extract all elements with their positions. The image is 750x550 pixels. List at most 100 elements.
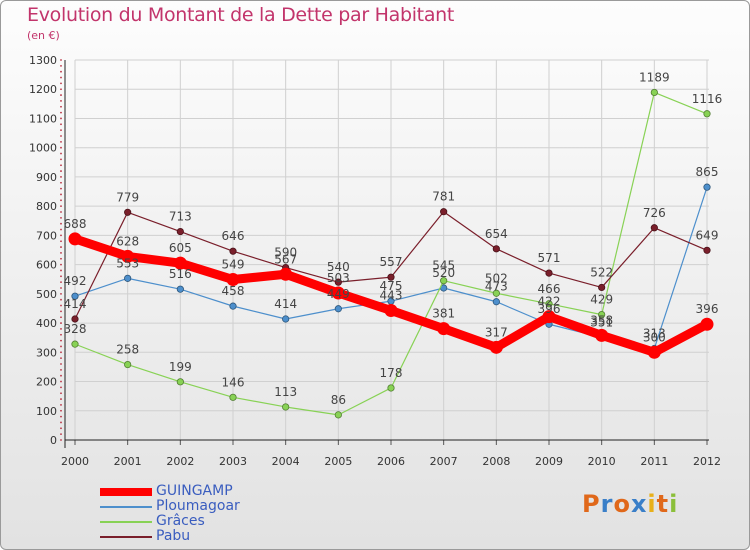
y-minor-tick xyxy=(60,433,62,436)
y-minor-tick xyxy=(60,363,62,365)
data-label-ploumagoar: 492 xyxy=(64,274,87,288)
y-tick-label: 0 xyxy=(50,434,57,447)
y-minor-tick xyxy=(60,263,62,266)
x-tick-label: 2008 xyxy=(482,455,510,468)
legend-item-ploumagoar: Ploumagoar xyxy=(100,498,340,514)
data-point-guingamp xyxy=(121,249,135,263)
y-minor-tick xyxy=(60,205,62,208)
data-label-guingamp: 317 xyxy=(485,325,508,339)
y-minor-tick xyxy=(60,409,62,412)
data-label-ploumagoar: 458 xyxy=(222,284,245,298)
data-point-guingamp xyxy=(173,256,187,270)
y-minor-tick xyxy=(60,70,62,73)
data-label-ploumagoar: 449 xyxy=(327,287,350,301)
y-minor-tick xyxy=(60,380,62,383)
data-point-guingamp xyxy=(279,267,293,281)
x-tick-label: 2000 xyxy=(61,455,89,468)
y-minor-tick xyxy=(60,257,62,260)
y-minor-tick xyxy=(60,298,62,301)
data-point-ploumagoar xyxy=(124,274,132,282)
data-point-ploumagoar xyxy=(229,302,237,310)
data-label-graces: 113 xyxy=(274,385,297,399)
y-minor-tick xyxy=(60,176,62,178)
logo-letter: P xyxy=(582,490,601,518)
y-minor-tick xyxy=(60,135,62,137)
y-minor-tick xyxy=(60,211,62,213)
data-label-graces: 146 xyxy=(222,375,245,389)
y-minor-tick xyxy=(60,59,62,61)
legend-swatch xyxy=(100,536,152,538)
y-minor-tick xyxy=(60,322,62,324)
data-label-ploumagoar: 516 xyxy=(169,267,192,281)
y-minor-tick xyxy=(60,316,62,319)
y-tick-label: 800 xyxy=(36,200,57,213)
legend-label: Ploumagoar xyxy=(156,498,240,514)
data-label-guingamp: 358 xyxy=(590,313,613,327)
data-label-graces: 86 xyxy=(331,393,346,407)
y-minor-tick xyxy=(60,398,62,400)
legend-item-guingamp: GUINGAMP xyxy=(100,483,340,499)
data-point-pabu xyxy=(71,315,79,323)
data-label-guingamp: 688 xyxy=(64,217,87,231)
data-label-pabu: 571 xyxy=(538,251,561,265)
legend-label: Grâces xyxy=(156,513,205,529)
data-label-graces: 258 xyxy=(116,343,139,357)
data-point-pabu xyxy=(545,269,553,277)
data-point-guingamp xyxy=(700,317,714,331)
y-minor-tick xyxy=(60,152,62,155)
y-minor-tick xyxy=(60,415,62,418)
data-point-graces xyxy=(545,300,553,308)
data-point-pabu xyxy=(703,246,711,254)
data-point-graces xyxy=(71,340,79,348)
data-label-ploumagoar: 396 xyxy=(538,302,561,316)
y-minor-tick xyxy=(60,246,62,248)
y-minor-tick xyxy=(60,216,62,219)
y-minor-tick xyxy=(60,345,62,348)
y-minor-tick xyxy=(60,240,62,243)
y-tick-label: 1200 xyxy=(29,83,57,96)
data-label-pabu: 781 xyxy=(432,190,455,204)
y-minor-tick xyxy=(60,386,62,389)
y-minor-tick xyxy=(60,199,62,202)
y-minor-tick xyxy=(60,129,62,132)
data-label-ploumagoar: 520 xyxy=(432,266,455,280)
data-label-graces: 328 xyxy=(64,322,87,336)
y-minor-tick xyxy=(60,94,62,96)
data-point-guingamp xyxy=(489,340,503,354)
data-label-ploumagoar: 414 xyxy=(274,297,297,311)
data-point-graces xyxy=(492,289,500,297)
data-label-guingamp: 381 xyxy=(432,307,455,321)
data-point-graces xyxy=(282,403,290,411)
legend-label: Pabu xyxy=(156,528,191,544)
y-minor-tick xyxy=(60,333,62,336)
y-minor-tick xyxy=(60,351,62,354)
y-minor-tick xyxy=(60,252,62,254)
y-minor-tick xyxy=(60,117,62,120)
y-tick-label: 300 xyxy=(36,346,57,359)
data-point-ploumagoar xyxy=(703,183,711,191)
data-label-pabu: 557 xyxy=(380,255,403,269)
data-label-guingamp: 567 xyxy=(274,252,297,266)
data-label-pabu: 522 xyxy=(590,265,613,279)
data-labels: 492 553 516 458 414 449 475 520 473 396 351 313 865 3… xyxy=(64,70,723,406)
grid xyxy=(74,59,709,440)
logo-letter: i xyxy=(647,490,657,518)
y-minor-tick xyxy=(60,222,62,225)
data-point-pabu xyxy=(387,273,395,281)
data-label-guingamp: 549 xyxy=(222,258,245,272)
y-minor-tick xyxy=(60,339,62,342)
y-minor-tick xyxy=(60,275,62,278)
y-minor-tick xyxy=(60,158,62,161)
data-label-guingamp: 443 xyxy=(380,289,403,303)
y-minor-tick xyxy=(60,234,62,237)
y-minor-tick xyxy=(60,105,62,108)
data-point-pabu xyxy=(176,227,184,236)
data-label-ploumagoar: 473 xyxy=(485,280,508,294)
y-minor-tick xyxy=(60,187,62,190)
y-minor-tick xyxy=(60,88,62,91)
y-tick-label: 600 xyxy=(36,259,57,272)
data-label-ploumagoar: 313 xyxy=(643,327,666,341)
data-point-pabu xyxy=(124,208,132,216)
logo-letter: i xyxy=(669,490,679,518)
y-tick-label: 1000 xyxy=(29,142,57,155)
